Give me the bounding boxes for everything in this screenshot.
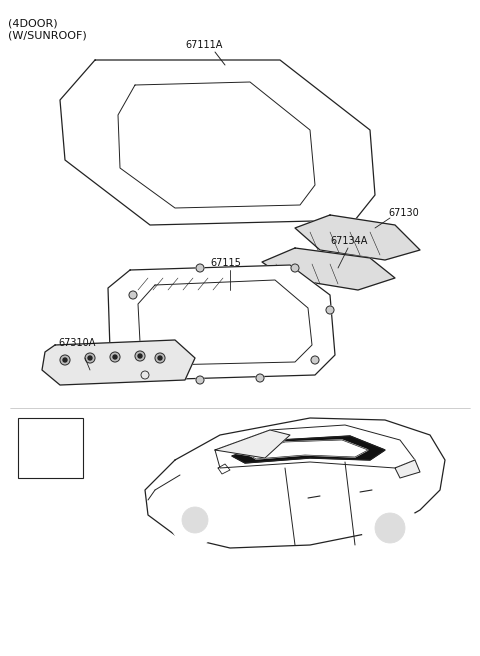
Text: 67134A: 67134A [330, 236, 367, 246]
Circle shape [60, 355, 70, 365]
Circle shape [362, 500, 418, 556]
Circle shape [138, 354, 142, 358]
Polygon shape [248, 440, 368, 459]
Circle shape [326, 306, 334, 314]
Circle shape [88, 356, 92, 360]
Circle shape [196, 264, 204, 272]
Circle shape [155, 353, 165, 363]
Polygon shape [108, 265, 335, 380]
Circle shape [291, 264, 299, 272]
Circle shape [141, 371, 149, 379]
Polygon shape [215, 430, 290, 458]
Text: 67130: 67130 [388, 208, 419, 218]
Circle shape [135, 351, 145, 361]
Text: 67310A: 67310A [58, 338, 96, 348]
Text: (4DOOR): (4DOOR) [8, 18, 58, 28]
Circle shape [196, 376, 204, 384]
Polygon shape [232, 436, 385, 463]
Polygon shape [60, 60, 375, 225]
Polygon shape [145, 418, 445, 548]
Polygon shape [395, 460, 420, 478]
Circle shape [85, 353, 95, 363]
Text: 67115: 67115 [210, 258, 241, 268]
Circle shape [158, 356, 162, 360]
Circle shape [63, 358, 67, 362]
Text: (W/SUNROOF): (W/SUNROOF) [8, 30, 87, 40]
Circle shape [113, 355, 117, 359]
Circle shape [110, 352, 120, 362]
Text: 67111A: 67111A [185, 40, 222, 50]
Bar [18, 418, 83, 478]
Text: 1129EA: 1129EA [22, 422, 57, 431]
Polygon shape [262, 248, 395, 290]
Circle shape [129, 291, 137, 299]
Circle shape [256, 374, 264, 382]
Circle shape [311, 356, 319, 364]
Polygon shape [295, 215, 420, 260]
Circle shape [182, 507, 208, 533]
Polygon shape [215, 425, 415, 468]
Circle shape [170, 495, 220, 545]
Circle shape [375, 513, 405, 543]
Polygon shape [42, 340, 195, 385]
